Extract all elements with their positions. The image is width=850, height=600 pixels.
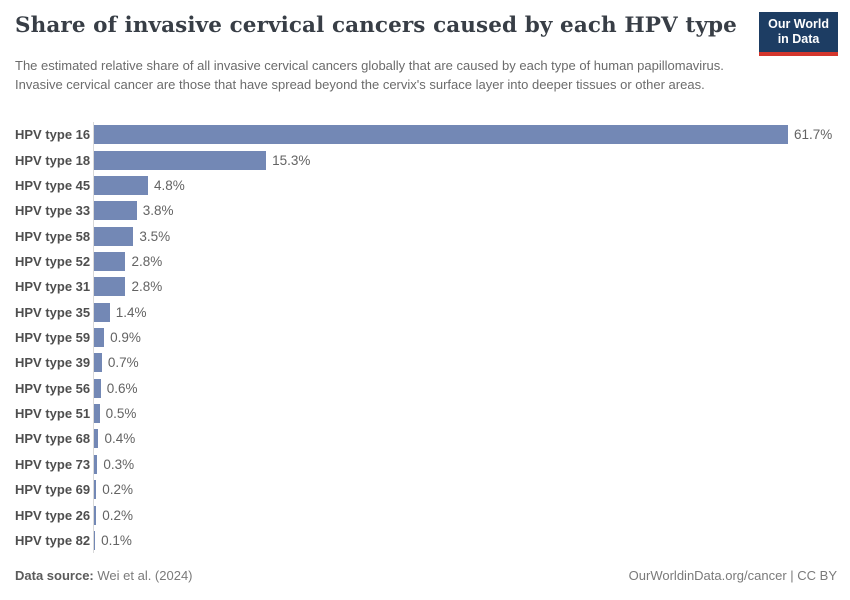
bar-chart: HPV type 16 61.7% HPV type 18 15.3% HPV type… [15,122,840,554]
bar-label: HPV type 59 [15,330,91,346]
bar[interactable] [94,251,126,271]
bar-label: HPV type 35 [15,304,91,320]
bar[interactable] [94,353,102,373]
bar-track: 2.8% [93,248,840,275]
chart-row: HPV type 26 0.2% [15,502,840,528]
bar-label: HPV type 39 [15,355,91,371]
owid-logo-line1: Our World [768,17,829,31]
bar[interactable] [94,454,98,474]
bar-track: 3.5% [93,223,840,249]
chart-row: HPV type 73 0.3% [15,451,840,478]
bar-track: 3.8% [93,198,840,224]
chart-row: HPV type 18 15.3% [15,147,840,173]
bar-value: 0.5% [105,406,137,422]
bar[interactable] [94,125,788,145]
bar-value: 0.1% [101,532,132,548]
bar-label: HPV type 51 [15,406,91,422]
bar[interactable] [94,505,97,525]
chart-row: HPV type 82 0.1% [15,527,840,554]
bar-track: 4.8% [93,172,840,199]
bar-label: HPV type 82 [15,532,91,548]
bar-value: 0.2% [102,507,134,523]
bar-value: 0.4% [104,431,136,447]
bar-value: 3.8% [142,203,174,219]
page-title: Share of invasive cervical cancers cause… [15,13,737,38]
bar[interactable] [94,277,126,297]
bar[interactable] [94,226,134,246]
bar-track: 0.6% [93,375,840,401]
owid-logo-line2: in Data [777,32,820,47]
bar-track: 0.4% [93,426,840,452]
bar-track: 1.4% [93,299,840,325]
chart-row: HPV type 31 2.8% [15,274,840,300]
chart-subtitle: The estimated relative share of all inva… [15,58,724,92]
bar[interactable] [94,480,97,500]
bar-value: 15.3% [272,152,311,168]
bar-label: HPV type 58 [15,228,91,244]
data-source: Data source: Wei et al. (2024) [15,568,193,583]
chart-row: HPV type 33 3.8% [15,198,840,224]
chart-row: HPV type 35 1.4% [15,299,840,325]
bar[interactable] [94,150,267,170]
bar[interactable] [94,175,148,195]
bar-value: 0.9% [110,330,141,346]
chart-row: HPV type 59 0.9% [15,324,840,351]
data-source-value: Wei et al. (2024) [97,568,193,583]
bar[interactable] [94,429,99,449]
chart-row: HPV type 69 0.2% [15,477,840,503]
bar-track: 0.1% [93,527,840,554]
bar-value: 2.8% [131,253,163,269]
attribution-link[interactable]: OurWorldinData.org/cancer | CC BY [628,568,837,583]
chart-row: HPV type 45 4.8% [15,172,840,199]
bar-label: HPV type 45 [15,177,91,193]
bar-track: 0.7% [93,350,840,376]
bar-value: 0.7% [107,355,139,371]
bar-label: HPV type 26 [15,507,91,523]
bar-track: 2.8% [93,274,840,300]
bar-label: HPV type 52 [15,253,91,269]
chart-footer: Data source: Wei et al. (2024) OurWorldi… [15,568,837,583]
chart-row: HPV type 39 0.7% [15,350,840,376]
bar-value: 0.2% [102,482,134,498]
chart-row: HPV type 56 0.6% [15,375,840,401]
chart-row: HPV type 52 2.8% [15,248,840,275]
bar-track: 0.2% [93,477,840,503]
chart-row: HPV type 16 61.7% [15,122,840,148]
bar-label: HPV type 31 [15,279,91,295]
bar-label: HPV type 68 [15,431,91,447]
bar[interactable] [94,302,110,322]
chart-row: HPV type 58 3.5% [15,223,840,249]
bar-value: 3.5% [139,228,171,244]
data-source-label: Data source: [15,568,94,583]
bar-label: HPV type 56 [15,380,91,396]
bar[interactable] [94,404,100,424]
bar-value: 0.3% [103,456,135,472]
bar[interactable] [94,328,105,348]
bar-track: 0.3% [93,451,840,478]
bar-value: 61.7% [794,127,833,143]
bar-track: 61.7% [93,122,840,148]
bar-label: HPV type 33 [15,203,91,219]
bar-track: 0.2% [93,502,840,528]
bar-label: HPV type 16 [15,127,91,143]
bar-value: 0.6% [106,380,138,396]
bar-label: HPV type 69 [15,482,91,498]
bar-label: HPV type 73 [15,456,91,472]
bar[interactable] [94,530,96,550]
chart-row: HPV type 51 0.5% [15,400,840,427]
bar-label: HPV type 18 [15,152,91,168]
bar[interactable] [94,201,137,221]
chart-row: HPV type 68 0.4% [15,426,840,452]
bar-track: 0.9% [93,324,840,351]
bar-track: 0.5% [93,400,840,427]
owid-logo[interactable]: Our World in Data [759,12,838,56]
bar-value: 1.4% [115,304,147,320]
bar[interactable] [94,378,101,398]
bar-value: 2.8% [131,279,163,295]
bar-track: 15.3% [93,147,840,173]
bar-value: 4.8% [153,177,185,193]
